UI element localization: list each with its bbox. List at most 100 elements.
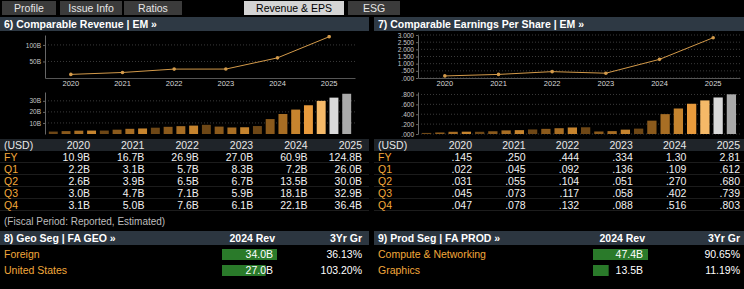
table-header: 2025 xyxy=(339,139,363,151)
tick-mark xyxy=(416,57,418,58)
tick-label: 1.000 xyxy=(398,60,415,67)
axis-line xyxy=(418,93,419,135)
segment-title[interactable]: 8) Geo Seg | FA GEO » xyxy=(4,232,116,244)
tick-mark xyxy=(416,124,418,125)
tick-mark xyxy=(416,78,418,79)
bar xyxy=(62,131,71,134)
table-cell: .612 xyxy=(720,163,741,175)
table-cell: 6.7B xyxy=(232,175,254,187)
bar xyxy=(164,127,173,134)
tick-label: 2020 xyxy=(436,79,453,88)
table-cell: .739 xyxy=(720,187,741,199)
y-tick: .000 xyxy=(401,75,418,82)
bar xyxy=(176,126,185,134)
table-cell: 8.3B xyxy=(232,163,254,175)
table-cell: 2.6B xyxy=(68,175,90,187)
segment-title[interactable]: 9) Prod Seg | FA PROD » xyxy=(378,232,500,244)
x-tick: 2020 xyxy=(62,78,79,88)
tick-label: 2025 xyxy=(705,79,722,88)
table-cell: 2.2B xyxy=(68,163,90,175)
bar xyxy=(581,127,590,134)
bar xyxy=(475,132,484,134)
grid xyxy=(418,94,740,134)
table-cell: 26.0B xyxy=(335,163,362,175)
table-cell: 6.1B xyxy=(232,199,254,211)
x-tick: 2025 xyxy=(705,78,722,88)
y-tick: 2.000 xyxy=(398,46,418,53)
segment-rev: 47.4B xyxy=(616,248,643,260)
tab[interactable]: ESG xyxy=(348,1,400,15)
y-tick: 30B xyxy=(29,97,45,104)
table-cell: 3.1B xyxy=(123,163,145,175)
table-cell: .402 xyxy=(666,187,687,199)
table-cell: .047 xyxy=(452,199,473,211)
tab-label[interactable]: ESG xyxy=(363,2,385,14)
bar xyxy=(554,128,563,134)
tick-mark xyxy=(43,123,45,124)
bar xyxy=(202,125,211,134)
marker xyxy=(172,67,176,71)
table-cell: .444 xyxy=(559,151,580,163)
table-cell: 18.1B xyxy=(280,187,307,199)
y-tick: .000 xyxy=(401,131,418,138)
table-cell: 2.81 xyxy=(720,151,741,163)
table-cell: .803 xyxy=(720,199,741,211)
segment-column: 3Yr Gr xyxy=(330,232,362,244)
tick-label: 2021 xyxy=(490,79,507,88)
chart-title[interactable]: 7) Comparable Earnings Per Share | EM » xyxy=(378,18,584,30)
tick-mark xyxy=(416,64,418,65)
grid-line xyxy=(418,94,740,95)
x-tick: 2020 xyxy=(436,78,453,88)
tab[interactable]: Ratios xyxy=(124,1,182,15)
tab[interactable]: Profile xyxy=(2,1,56,15)
tab-bg[interactable] xyxy=(348,1,400,15)
marker xyxy=(550,70,554,74)
tab-bg[interactable] xyxy=(124,1,182,15)
x-axis: 202020212022202320242025 xyxy=(46,78,356,88)
tab-label[interactable]: Profile xyxy=(14,2,44,14)
row-label: Q3 xyxy=(4,187,18,199)
tab-bg[interactable] xyxy=(244,1,344,15)
tab-label[interactable]: Revenue & EPS xyxy=(256,2,332,14)
grid-line xyxy=(45,100,355,101)
y-tick: 10B xyxy=(29,120,45,127)
line xyxy=(71,37,329,75)
table-cell: 5.0B xyxy=(123,199,145,211)
table-cell: .117 xyxy=(560,187,580,199)
chart-title[interactable]: 6) Comparable Revenue | EM » xyxy=(4,18,157,30)
table-header: 2024 xyxy=(663,139,687,151)
tab-label[interactable]: Issue Info xyxy=(68,2,114,14)
x-tick: 2025 xyxy=(321,78,338,88)
table-header: 2022 xyxy=(175,139,199,151)
bar xyxy=(291,110,300,134)
bar xyxy=(125,129,134,134)
tick-label: 30B xyxy=(29,97,41,104)
table-cell: 5.7B xyxy=(177,163,199,175)
tab-label[interactable]: Ratios xyxy=(138,2,168,14)
table-cell: 32.9B xyxy=(335,187,362,199)
y-tick: .200 xyxy=(401,121,418,128)
tick-label: 2.000 xyxy=(398,46,415,53)
tab[interactable]: Issue Info xyxy=(60,1,122,15)
table-header: (USD) xyxy=(378,139,407,151)
y-tick: 50B xyxy=(29,58,45,65)
tab-bg[interactable] xyxy=(60,1,122,15)
axis-line xyxy=(45,36,46,79)
tick-label: 50B xyxy=(29,58,41,65)
y-axis: 10B20B30B xyxy=(29,93,45,135)
y-tick: 3.000 xyxy=(398,32,418,39)
marker xyxy=(497,73,501,77)
grid-line xyxy=(418,49,740,50)
table-cell: 36.4B xyxy=(335,199,362,211)
table-cell: 3.1B xyxy=(68,199,90,211)
table-cell: .088 xyxy=(612,199,633,211)
x-tick: 2024 xyxy=(269,78,286,88)
table-cell: 6.5B xyxy=(177,175,199,187)
segment-label: Compute & Networking xyxy=(378,248,486,260)
table-header: 2022 xyxy=(556,139,580,151)
table-header-bg xyxy=(374,139,744,151)
chart: 10B20B30B xyxy=(29,93,355,135)
tab[interactable]: Revenue & EPS xyxy=(244,1,344,15)
tab-bg[interactable] xyxy=(2,1,56,15)
table-cell: 4.7B xyxy=(123,187,145,199)
